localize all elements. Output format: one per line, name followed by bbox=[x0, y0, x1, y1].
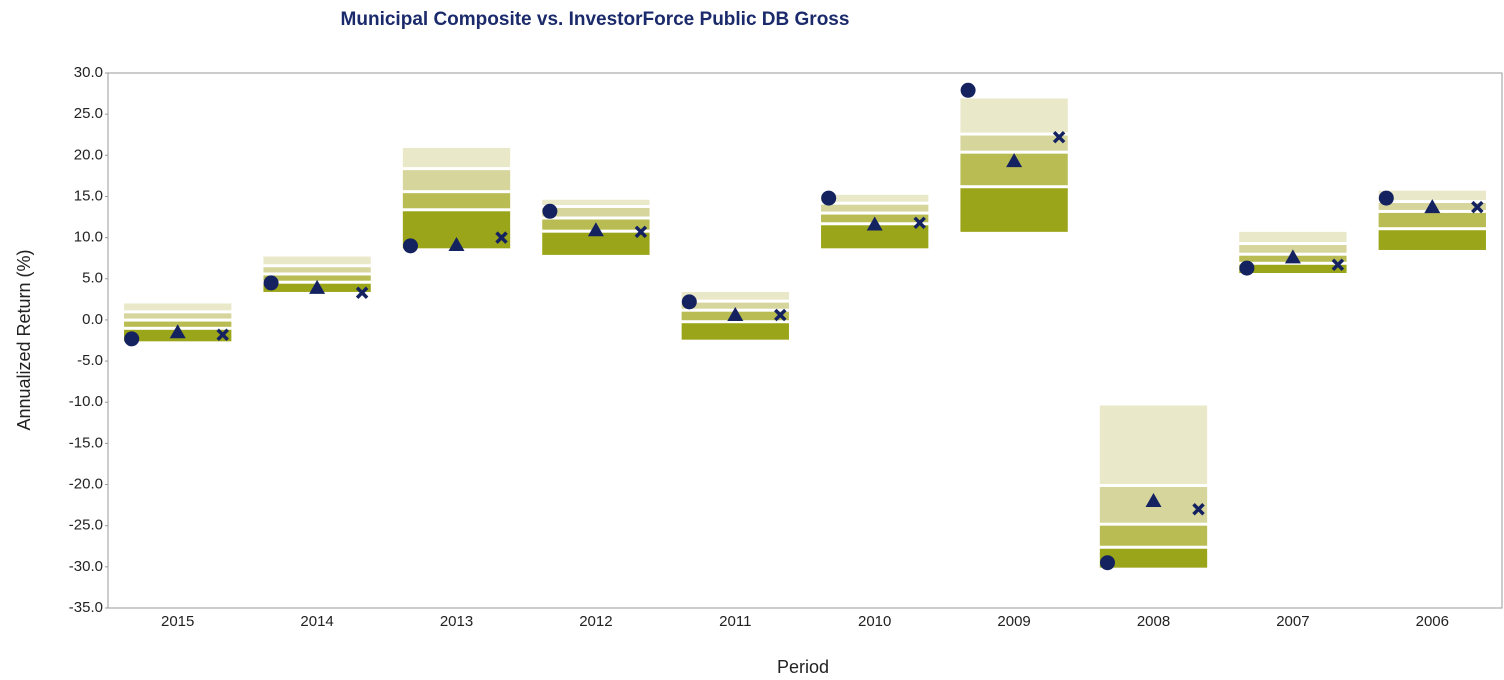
cross-marker bbox=[913, 216, 926, 230]
composite-marker bbox=[1239, 260, 1255, 276]
x-tick-label: 2015 bbox=[161, 613, 194, 630]
composite-marker bbox=[403, 238, 418, 254]
x-tick-label: 2006 bbox=[1416, 613, 1449, 630]
percentile-band bbox=[542, 232, 650, 255]
triangle-marker bbox=[1424, 199, 1441, 214]
percentile-band bbox=[263, 256, 371, 265]
percentile-band bbox=[263, 267, 371, 273]
y-tick-label: -10.0 bbox=[69, 393, 103, 410]
y-tick-label: -5.0 bbox=[77, 352, 103, 369]
percentile-band bbox=[542, 207, 650, 217]
y-tick-label: 5.0 bbox=[82, 270, 103, 287]
percentile-band bbox=[1239, 264, 1347, 274]
y-tick-label: -25.0 bbox=[69, 517, 103, 534]
x-tick-label: 2009 bbox=[997, 613, 1030, 630]
x-tick-label: 2007 bbox=[1276, 613, 1309, 630]
plot-frame bbox=[107, 72, 1503, 609]
y-axis-label: Annualized Return (%) bbox=[14, 249, 34, 430]
percentile-band bbox=[402, 193, 511, 209]
triangle-marker bbox=[727, 306, 744, 321]
composite-marker bbox=[124, 331, 140, 347]
x-tick-label: 2014 bbox=[300, 613, 333, 630]
y-tick-label: -20.0 bbox=[69, 476, 103, 493]
y-tick-label: 25.0 bbox=[74, 105, 103, 122]
composite-marker bbox=[821, 190, 837, 206]
percentile-band bbox=[960, 188, 1068, 232]
y-tick-label: 30.0 bbox=[74, 64, 103, 81]
percentile-band bbox=[681, 291, 789, 300]
x-tick-label: 2012 bbox=[579, 613, 612, 630]
percentile-band bbox=[1239, 231, 1347, 243]
percentile-band bbox=[1239, 245, 1347, 253]
composite-marker bbox=[960, 82, 976, 98]
percentile-band bbox=[1099, 525, 1208, 546]
triangle-marker bbox=[309, 279, 326, 294]
triangle-marker bbox=[1284, 249, 1301, 264]
percentile-band bbox=[821, 204, 929, 212]
composite-marker bbox=[542, 203, 558, 219]
percentile-band bbox=[1378, 230, 1486, 250]
chart-title: Municipal Composite vs. InvestorForce Pu… bbox=[341, 9, 850, 30]
percentile-band bbox=[402, 147, 511, 168]
x-axis-label: Period bbox=[777, 657, 829, 677]
percentile-band bbox=[124, 303, 232, 311]
triangle-marker bbox=[866, 216, 883, 231]
x-tick-label: 2011 bbox=[719, 613, 751, 630]
percentile-band bbox=[542, 199, 650, 205]
percentile-band bbox=[1099, 405, 1208, 485]
percentile-band bbox=[1099, 548, 1208, 568]
composite-marker bbox=[681, 294, 697, 310]
triangle-marker bbox=[169, 324, 186, 339]
triangle-marker bbox=[1006, 153, 1023, 168]
percentile-band bbox=[1378, 190, 1486, 201]
y-tick-label: -30.0 bbox=[69, 558, 103, 575]
x-tick-label: 2013 bbox=[440, 613, 473, 630]
cross-marker bbox=[774, 308, 787, 322]
percentile-band bbox=[821, 194, 929, 202]
composite-marker bbox=[1100, 555, 1115, 571]
y-tick-label: 20.0 bbox=[74, 146, 103, 163]
percentile-band bbox=[960, 98, 1068, 133]
percentile-band bbox=[402, 170, 511, 191]
x-tick-label: 2010 bbox=[858, 613, 891, 630]
percentile-band bbox=[681, 323, 789, 340]
triangle-marker bbox=[587, 222, 604, 237]
y-tick-label: -35.0 bbox=[69, 599, 103, 616]
percentile-band bbox=[681, 302, 789, 309]
cross-marker bbox=[1471, 200, 1484, 214]
x-tick-label: 2008 bbox=[1137, 613, 1170, 630]
y-tick-label: 10.0 bbox=[74, 229, 103, 246]
percentile-band bbox=[1378, 212, 1486, 228]
cross-marker bbox=[1192, 502, 1205, 516]
y-tick-label: -15.0 bbox=[69, 434, 103, 451]
percentile-band bbox=[124, 313, 232, 319]
triangle-marker bbox=[1145, 493, 1162, 507]
percentile-band bbox=[960, 135, 1068, 151]
percentile-band bbox=[124, 321, 232, 327]
cross-marker bbox=[634, 225, 648, 239]
cross-marker bbox=[1331, 258, 1345, 272]
percentile-band bbox=[821, 225, 929, 249]
y-tick-label: 0.0 bbox=[82, 311, 103, 328]
y-tick-label: 15.0 bbox=[74, 187, 103, 204]
cross-marker bbox=[216, 328, 229, 341]
cross-marker bbox=[355, 286, 369, 299]
percentile-band bbox=[263, 275, 371, 281]
cross-marker bbox=[495, 231, 508, 244]
composite-marker bbox=[1378, 190, 1394, 206]
triangle-marker bbox=[448, 237, 465, 252]
cross-marker bbox=[1052, 130, 1066, 144]
composite-marker bbox=[263, 275, 279, 291]
